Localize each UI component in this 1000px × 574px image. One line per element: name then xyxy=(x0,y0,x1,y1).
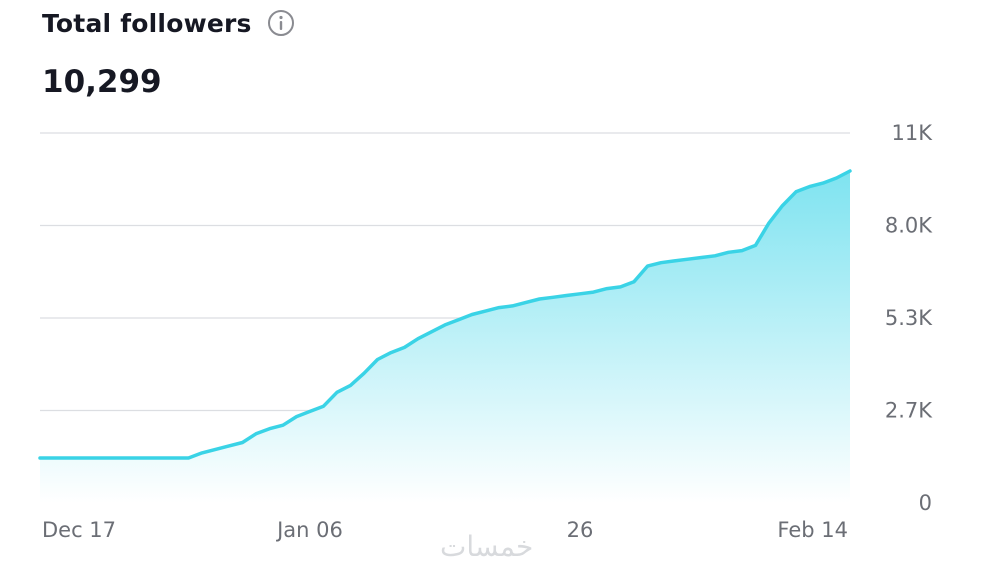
data-point[interactable] xyxy=(820,180,826,186)
data-point[interactable] xyxy=(78,455,84,461)
data-point[interactable] xyxy=(132,455,138,461)
data-point[interactable] xyxy=(375,357,381,363)
x-tick-label: Feb 14 xyxy=(777,518,848,542)
x-tick-label: Jan 06 xyxy=(275,518,343,542)
data-point[interactable] xyxy=(37,455,43,461)
y-tick-label: 5.3K xyxy=(885,306,933,330)
x-tick-label: 26 xyxy=(567,518,594,542)
data-point[interactable] xyxy=(199,450,205,456)
data-point[interactable] xyxy=(496,305,502,311)
data-point[interactable] xyxy=(226,443,232,449)
data-point[interactable] xyxy=(591,289,597,295)
data-point[interactable] xyxy=(267,426,273,432)
y-tick-label: 0 xyxy=(919,491,932,515)
y-tick-label: 8.0K xyxy=(885,214,933,238)
data-point[interactable] xyxy=(483,308,489,314)
data-point[interactable] xyxy=(307,408,313,414)
data-point[interactable] xyxy=(415,336,421,342)
data-point[interactable] xyxy=(361,370,367,376)
data-point[interactable] xyxy=(280,422,286,428)
data-point[interactable] xyxy=(348,382,354,388)
data-point[interactable] xyxy=(604,286,610,292)
data-point[interactable] xyxy=(537,296,543,302)
data-point[interactable] xyxy=(442,322,448,328)
data-point[interactable] xyxy=(510,303,516,309)
y-tick-label: 11K xyxy=(892,121,934,145)
chart-header: Total followers xyxy=(42,8,296,38)
data-point[interactable] xyxy=(91,455,97,461)
data-point[interactable] xyxy=(105,455,111,461)
data-point[interactable] xyxy=(294,414,300,420)
data-point[interactable] xyxy=(159,455,165,461)
data-point[interactable] xyxy=(145,455,151,461)
data-point[interactable] xyxy=(699,255,705,261)
followers-area-fill xyxy=(40,171,850,503)
data-point[interactable] xyxy=(618,284,624,290)
data-point[interactable] xyxy=(402,344,408,350)
data-point[interactable] xyxy=(388,350,394,356)
data-point[interactable] xyxy=(564,293,570,299)
data-point[interactable] xyxy=(631,279,637,285)
data-point[interactable] xyxy=(793,189,799,195)
y-tick-label: 2.7K xyxy=(885,399,933,423)
data-point[interactable] xyxy=(780,203,786,209)
data-point[interactable] xyxy=(321,403,327,409)
data-point[interactable] xyxy=(550,294,556,300)
total-followers-value: 10,299 xyxy=(42,64,162,100)
data-point[interactable] xyxy=(712,253,718,259)
title-row: Total followers xyxy=(42,8,296,38)
data-point[interactable] xyxy=(685,256,691,262)
data-point[interactable] xyxy=(186,455,192,461)
data-point[interactable] xyxy=(739,248,745,254)
data-point[interactable] xyxy=(766,220,772,226)
data-point[interactable] xyxy=(645,263,651,269)
data-point[interactable] xyxy=(753,242,759,248)
data-point[interactable] xyxy=(672,258,678,264)
data-point[interactable] xyxy=(118,455,124,461)
data-point[interactable] xyxy=(172,455,178,461)
data-point[interactable] xyxy=(834,175,840,181)
data-point[interactable] xyxy=(807,184,813,190)
data-point[interactable] xyxy=(240,440,246,446)
info-icon[interactable] xyxy=(266,8,296,38)
data-point[interactable] xyxy=(658,260,664,266)
data-point[interactable] xyxy=(456,317,462,323)
data-point[interactable] xyxy=(577,291,583,297)
followers-series-line[interactable] xyxy=(38,169,852,460)
data-point[interactable] xyxy=(429,329,435,335)
chart-title: Total followers xyxy=(42,8,252,38)
data-point[interactable] xyxy=(523,299,529,305)
watermark: خمسات xyxy=(440,530,534,563)
data-point[interactable] xyxy=(213,446,219,452)
data-point[interactable] xyxy=(51,455,57,461)
x-tick-label: Dec 17 xyxy=(42,518,116,542)
data-point[interactable] xyxy=(64,455,70,461)
data-point[interactable] xyxy=(334,389,340,395)
data-point[interactable] xyxy=(469,312,475,318)
data-point[interactable] xyxy=(847,168,853,174)
data-point[interactable] xyxy=(726,249,732,255)
data-point[interactable] xyxy=(253,431,259,437)
